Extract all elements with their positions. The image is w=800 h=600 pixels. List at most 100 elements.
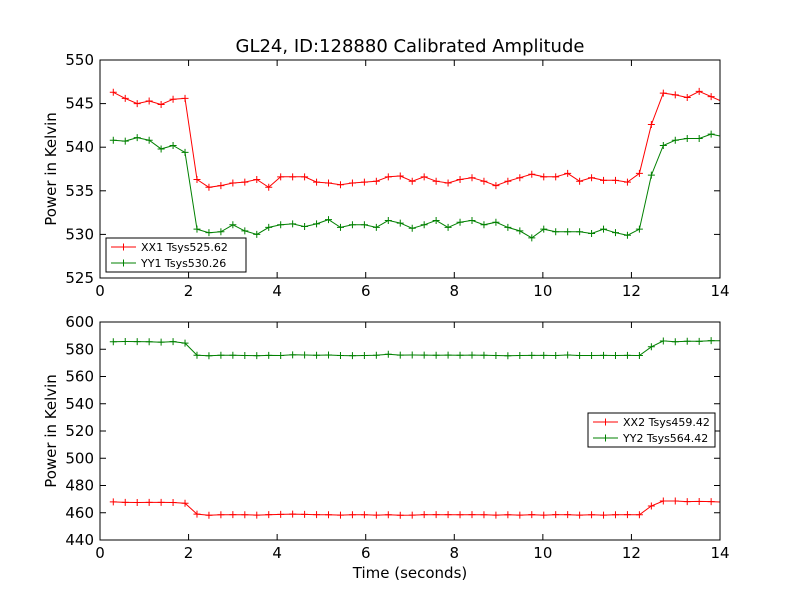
data-point xyxy=(576,511,584,519)
data-point xyxy=(719,340,720,342)
data-point xyxy=(540,511,548,519)
top-panel: 0 2 4 6 8 10 12 14 525 530 535 540 545 550 Power in Ke… xyxy=(42,51,730,300)
y-tick-label: 480 xyxy=(65,477,94,495)
y-tick-label: 530 xyxy=(65,225,94,243)
data-point xyxy=(635,352,643,360)
data-point xyxy=(289,173,297,181)
data-point xyxy=(444,179,452,187)
y-tick-label: 545 xyxy=(65,95,94,113)
data-point xyxy=(109,338,117,346)
data-point xyxy=(121,337,129,345)
data-point xyxy=(528,351,536,359)
x-tick-label: 2 xyxy=(184,544,194,562)
data-point xyxy=(265,183,273,191)
data-point xyxy=(564,511,572,519)
data-point xyxy=(265,511,273,519)
data-point xyxy=(695,497,703,505)
data-point xyxy=(109,498,117,506)
data-point xyxy=(600,511,608,519)
data-point xyxy=(492,511,500,519)
data-point xyxy=(480,351,488,359)
data-point xyxy=(229,351,237,359)
series-line xyxy=(113,500,720,516)
x-tick-label: 14 xyxy=(710,282,729,300)
data-point xyxy=(241,352,249,360)
data-point xyxy=(217,182,225,190)
data-point xyxy=(456,511,464,519)
y-tick-label: 535 xyxy=(65,182,94,200)
data-point xyxy=(623,511,631,519)
data-point xyxy=(133,338,141,346)
data-point xyxy=(635,169,643,177)
data-point xyxy=(564,169,572,177)
data-point xyxy=(277,510,285,518)
data-point xyxy=(420,221,428,229)
data-point xyxy=(121,94,129,102)
data-point xyxy=(396,219,404,227)
x-tick-label: 4 xyxy=(272,282,282,300)
data-point xyxy=(109,88,117,96)
data-point xyxy=(635,511,643,519)
legend-label: XX1 Tsys525.62 xyxy=(141,241,228,254)
data-point xyxy=(157,338,165,346)
data-point xyxy=(396,351,404,359)
data-point xyxy=(432,216,440,224)
data-point xyxy=(145,97,153,105)
y-tick-label: 520 xyxy=(65,422,94,440)
data-point xyxy=(504,511,512,519)
data-point xyxy=(588,511,596,519)
data-point xyxy=(480,511,488,519)
data-point xyxy=(659,89,667,97)
legend-label: YY1 Tsys530.26 xyxy=(140,257,226,270)
data-point xyxy=(348,352,356,360)
data-point xyxy=(492,352,500,360)
data-point xyxy=(384,216,392,224)
data-point xyxy=(348,179,356,187)
y-axis-label: Power in Kelvin xyxy=(42,374,60,488)
data-point xyxy=(516,511,524,519)
data-point xyxy=(277,352,285,360)
data-point xyxy=(313,178,321,186)
data-point xyxy=(707,498,715,506)
data-point xyxy=(253,352,261,360)
data-point xyxy=(420,351,428,359)
data-point xyxy=(516,352,524,360)
data-point xyxy=(181,148,189,156)
data-point xyxy=(444,351,452,359)
data-point xyxy=(647,121,655,129)
series-group xyxy=(109,337,720,519)
data-point xyxy=(719,136,720,138)
data-point xyxy=(336,511,344,519)
data-point xyxy=(408,351,416,359)
data-point xyxy=(169,338,177,346)
chart-title: GL24, ID:128880 Calibrated Amplitude xyxy=(236,36,585,57)
x-tick-label: 6 xyxy=(361,544,371,562)
data-point xyxy=(528,170,536,178)
data-point xyxy=(576,177,584,185)
x-tick-label: 0 xyxy=(95,544,105,562)
data-point xyxy=(121,498,129,506)
data-point xyxy=(325,351,333,359)
x-tick-label: 6 xyxy=(361,282,371,300)
data-point xyxy=(348,221,356,229)
data-point xyxy=(611,176,619,184)
y-tick-label: 540 xyxy=(65,138,94,156)
data-point xyxy=(253,511,261,519)
data-point xyxy=(396,172,404,180)
data-point xyxy=(336,181,344,189)
data-point xyxy=(301,223,309,231)
data-point xyxy=(576,228,584,236)
data-point xyxy=(623,231,631,239)
data-point xyxy=(600,225,608,233)
data-point xyxy=(588,352,596,360)
data-point xyxy=(205,352,213,360)
legend-marker xyxy=(120,243,127,251)
data-point xyxy=(277,173,285,181)
legend-marker xyxy=(602,434,609,442)
data-point xyxy=(695,87,703,95)
series-line xyxy=(113,90,720,188)
data-point xyxy=(432,351,440,359)
data-point xyxy=(719,101,720,103)
x-tick-label: 12 xyxy=(622,282,641,300)
data-point xyxy=(420,173,428,181)
